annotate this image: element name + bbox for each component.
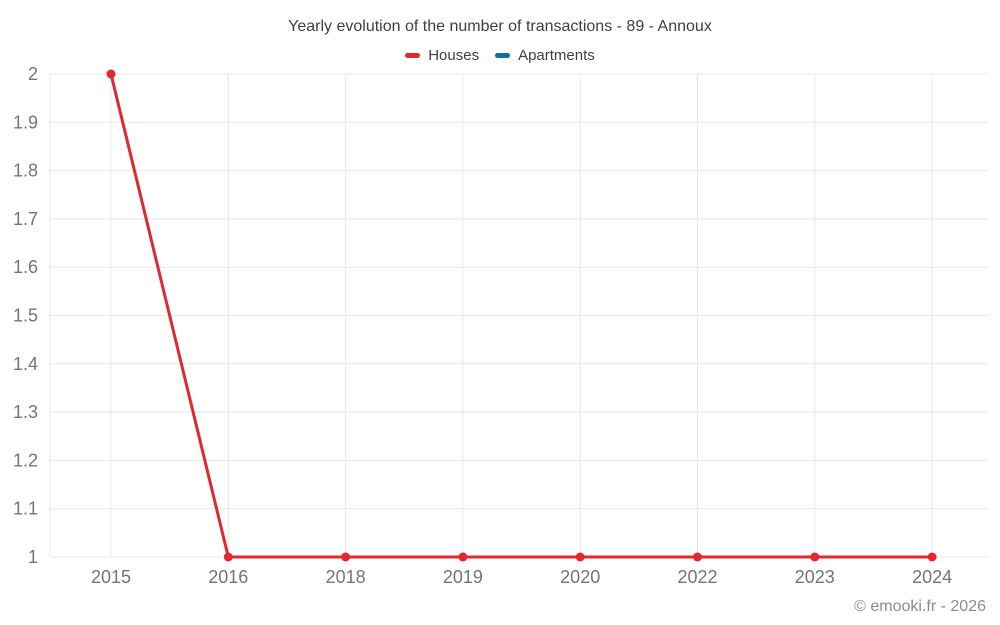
y-tick-label: 1.3 [13,402,38,422]
x-tick-label: 2023 [795,567,835,587]
legend-item-houses[interactable]: Houses [405,47,479,64]
x-tick-label: 2020 [560,567,600,587]
legend: Houses Apartments [0,47,1000,64]
y-tick-label: 1.4 [13,354,38,374]
x-tick-label: 2018 [326,567,366,587]
y-tick-label: 1.9 [13,112,38,132]
houses-point[interactable] [106,69,116,79]
y-tick-label: 1.2 [13,450,38,470]
houses-point[interactable] [927,552,937,562]
houses-point[interactable] [575,552,585,562]
houses-point[interactable] [810,552,820,562]
legend-label-houses: Houses [428,47,480,64]
y-tick-label: 1.1 [13,499,38,519]
x-tick-label: 2019 [443,567,483,587]
houses-point[interactable] [341,552,351,562]
y-tick-label: 1.7 [13,209,38,229]
x-tick-label: 2024 [912,567,952,587]
houses-point[interactable] [223,552,233,562]
y-tick-label: 1 [28,547,38,567]
x-tick-label: 2015 [91,567,131,587]
houses-point[interactable] [693,552,702,562]
legend-item-apartments[interactable]: Apartments [495,47,595,64]
apartments-swatch-icon [495,53,511,58]
x-tick-label: 2016 [208,567,248,587]
x-tick-label: 2022 [677,567,717,587]
y-tick-label: 1.8 [13,161,38,181]
legend-label-apartments: Apartments [518,47,595,64]
chart-title: Yearly evolution of the number of transa… [288,18,712,35]
copyright: © emooki.fr - 2026 [854,598,986,615]
houses-swatch-icon [405,53,421,58]
houses-point[interactable] [458,552,468,562]
houses-line[interactable] [109,73,933,559]
y-tick-label: 1.5 [13,306,38,326]
y-tick-label: 1.6 [13,257,38,277]
y-tick-label: 2 [28,64,38,84]
